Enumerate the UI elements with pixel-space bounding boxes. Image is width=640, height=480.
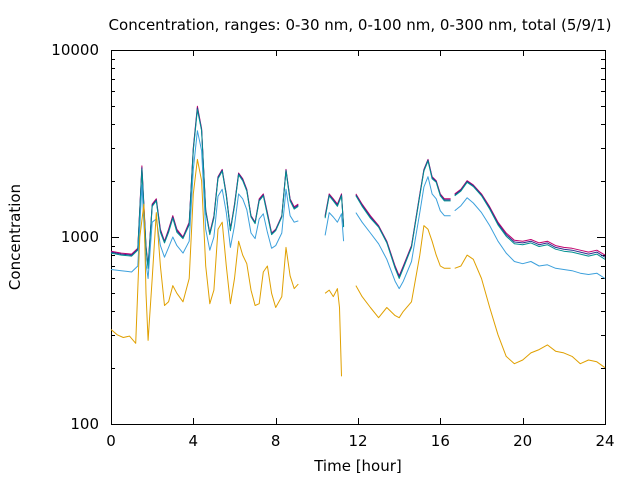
series-line-2-segment-3 <box>454 181 606 260</box>
y-tick-label: 1000 <box>61 228 99 246</box>
x-tick-label: 24 <box>595 432 614 450</box>
series-line-1-segment-3 <box>454 181 606 258</box>
series-line-4-segment-0 <box>110 158 299 344</box>
series-line-4-segment-2 <box>355 225 451 319</box>
y-axis: 100 1000 10000 <box>51 41 605 433</box>
x-tick-label: 8 <box>271 432 281 450</box>
plot-frame <box>111 50 606 425</box>
series-line-0-segment-3 <box>454 180 606 256</box>
plot-series <box>110 105 606 377</box>
series-line-3-segment-1 <box>324 212 345 242</box>
x-tick-label: 4 <box>189 432 199 450</box>
series-line-2-segment-0 <box>110 109 299 269</box>
x-tick-label: 0 <box>106 432 116 450</box>
y-tick-label: 100 <box>70 415 99 433</box>
series-line-2-segment-1 <box>324 195 345 228</box>
x-tick-label: 12 <box>348 432 367 450</box>
series-line-4-segment-1 <box>324 288 342 377</box>
y-axis-label: Concentration <box>6 184 24 290</box>
x-tick-label: 20 <box>513 432 532 450</box>
series-line-3-segment-3 <box>454 197 606 279</box>
x-axis: 0 4 8 12 16 20 24 <box>106 50 615 450</box>
y-tick-label: 10000 <box>51 41 99 59</box>
series-line-3-segment-2 <box>355 176 451 290</box>
x-axis-label: Time [hour] <box>313 457 402 475</box>
series-line-2-segment-2 <box>355 160 451 279</box>
series-line-3-segment-0 <box>110 130 299 279</box>
x-tick-label: 16 <box>431 432 450 450</box>
chart-title: Concentration, ranges: 0-30 nm, 0-100 nm… <box>109 16 612 34</box>
series-line-4-segment-3 <box>454 254 606 369</box>
